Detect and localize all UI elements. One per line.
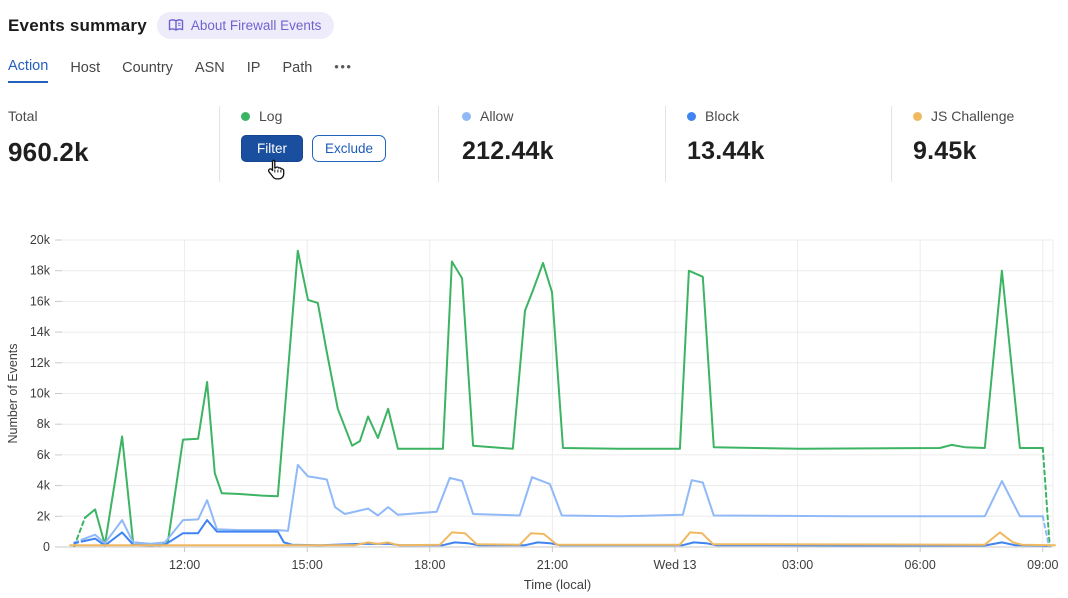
x-tick-label: 03:00: [782, 558, 813, 572]
x-tick-label: 21:00: [537, 558, 568, 572]
tab-path[interactable]: Path: [282, 60, 313, 76]
stat-js-challenge-label: JS Challenge: [931, 108, 1015, 124]
filter-button[interactable]: Filter: [241, 135, 303, 162]
stat-log-label: Log: [259, 108, 283, 124]
series-line-allow: [83, 463, 1044, 545]
open-book-icon: [168, 18, 184, 33]
stats-divider: [219, 106, 220, 182]
events-over-time-chart[interactable]: 0 2k 4k 6k 8k 10k 12k 14k 16k 18k 20k 12:00 15:00 18:…: [0, 230, 1068, 598]
series-line-js-challenge: [69, 531, 1056, 547]
y-tick-label: 6k: [37, 448, 51, 462]
stat-js-challenge-value: 9.45k: [913, 137, 977, 165]
x-axis-title: Time (local): [524, 577, 591, 592]
stat-total: Total 960.2k: [8, 108, 89, 168]
stat-js-challenge: JS Challenge 9.45k: [913, 108, 1014, 166]
y-tick-label: 16k: [30, 294, 51, 308]
series-lead-dash-allow: [73, 537, 86, 544]
allow-legend-dot: [462, 111, 471, 121]
tab-asn[interactable]: ASN: [194, 60, 225, 76]
y-tick-label: 20k: [30, 233, 51, 247]
stat-allow-value: 212.44k: [462, 137, 554, 165]
stats-divider: [665, 106, 666, 182]
tabs-more-ellipsis-icon[interactable]: •••: [334, 59, 353, 74]
x-tick-label: Wed 13: [654, 558, 697, 572]
x-tick-label: 15:00: [292, 558, 323, 572]
stat-total-label: Total: [8, 108, 38, 124]
stats-divider: [438, 106, 439, 182]
y-tick-label: 14k: [30, 325, 51, 339]
page-header: Events summary About Firewall Events: [8, 12, 335, 39]
y-tick-label: 12k: [30, 356, 51, 370]
stat-log: Log Filter Exclude: [241, 108, 387, 162]
series-tail-dash-allow: [1041, 515, 1050, 548]
y-tick-label: 0: [43, 540, 50, 554]
about-badge-label: About Firewall Events: [190, 18, 322, 33]
stat-block: Block 13.44k: [687, 108, 765, 166]
tab-action[interactable]: Action: [8, 58, 49, 83]
y-tick-label: 2k: [37, 509, 51, 523]
stats-row: Total 960.2k Log Filter Exclude Allow 21…: [0, 104, 1068, 184]
js-challenge-legend-dot: [913, 111, 922, 121]
tab-country[interactable]: Country: [122, 60, 173, 76]
series-line-log: [83, 249, 1044, 547]
y-tick-label: 4k: [37, 479, 51, 493]
events-chart-canvas[interactable]: 0 2k 4k 6k 8k 10k 12k 14k 16k 18k 20k 12:00 15:00 18:…: [0, 230, 1068, 598]
x-tick-label: 09:00: [1027, 558, 1058, 572]
x-tick-label: 06:00: [905, 558, 936, 572]
y-tick-label: 8k: [37, 417, 51, 431]
tab-ip[interactable]: IP: [246, 60, 261, 76]
x-tick-label: 12:00: [169, 558, 200, 572]
series-line-block: [83, 519, 1044, 547]
log-legend-dot: [241, 111, 250, 121]
tab-host[interactable]: Host: [70, 60, 101, 76]
about-firewall-events-badge[interactable]: About Firewall Events: [156, 12, 335, 39]
series-lead-dash-log: [73, 516, 86, 548]
stat-total-value: 960.2k: [8, 137, 89, 167]
series-lead-dash-block: [73, 539, 86, 545]
page-title: Events summary: [8, 15, 147, 35]
stat-block-label: Block: [705, 108, 740, 124]
stats-divider: [891, 106, 892, 182]
series-tail-dash-log: [1041, 447, 1051, 548]
stat-block-value: 13.44k: [687, 137, 765, 165]
y-axis-title: Number of Events: [6, 343, 20, 443]
y-tick-label: 10k: [30, 387, 51, 401]
x-tick-label: 18:00: [414, 558, 445, 572]
stat-allow: Allow 212.44k: [462, 108, 554, 166]
y-tick-label: 18k: [30, 264, 51, 278]
summary-tabs: Action Host Country ASN IP Path •••: [8, 58, 352, 83]
exclude-button[interactable]: Exclude: [312, 135, 387, 162]
stat-allow-label: Allow: [480, 108, 514, 124]
block-legend-dot: [687, 111, 696, 121]
